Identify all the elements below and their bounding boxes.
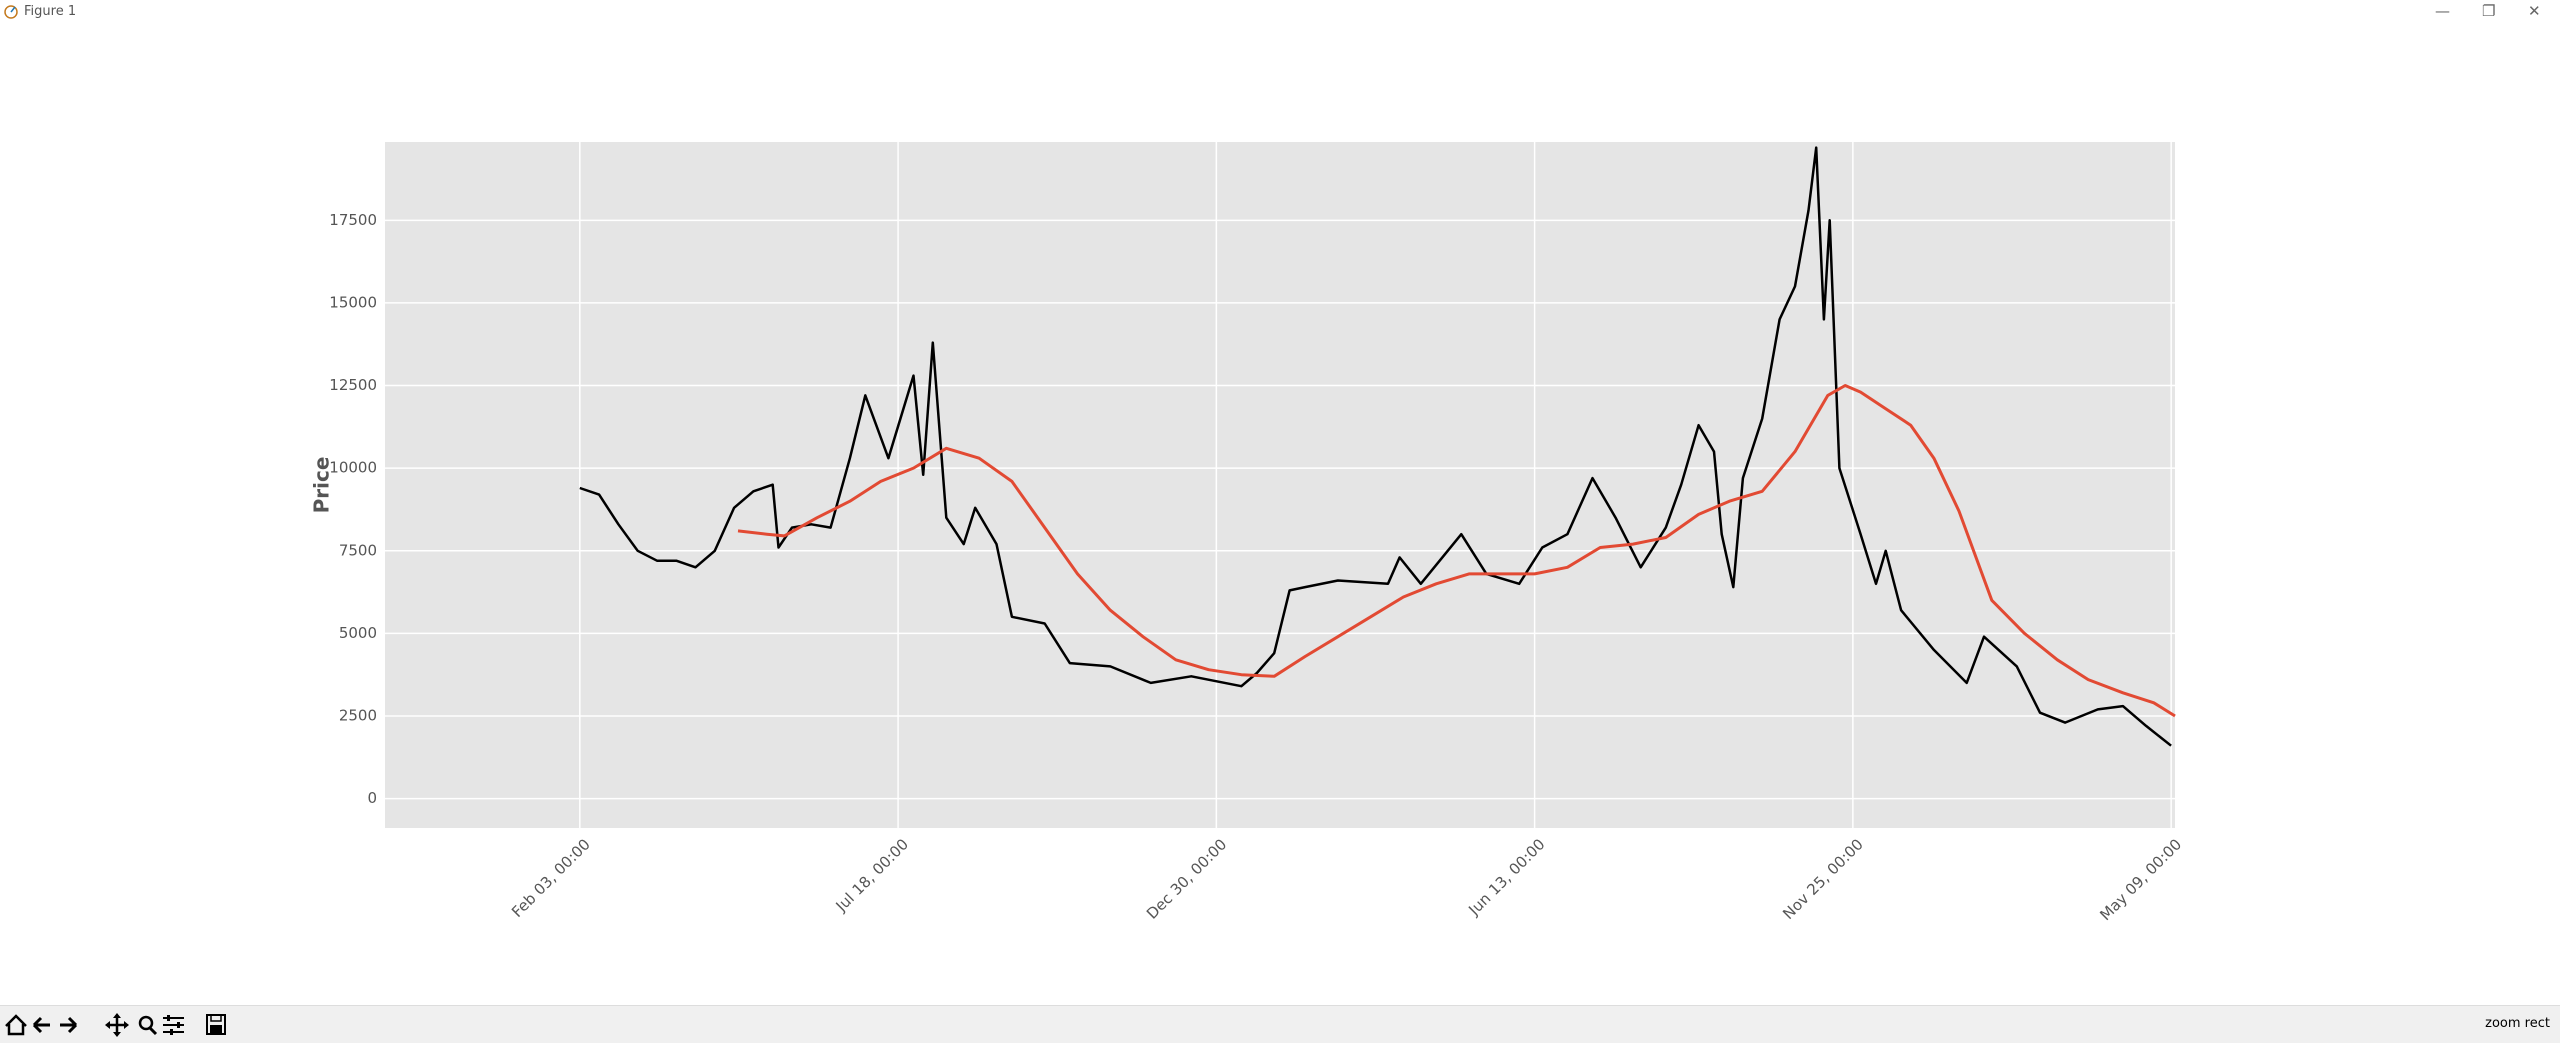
x-tick-label: Jul 18, 00:00 (832, 835, 912, 915)
series-line (737, 384, 2176, 718)
app-icon (4, 5, 18, 19)
save-button[interactable] (206, 1014, 226, 1035)
y-tick-label: 10000 (329, 459, 377, 477)
y-tick-label: 17500 (329, 211, 377, 229)
y-axis-label: Price (310, 457, 334, 514)
title-bar: Figure 1 — ❐ ✕ (0, 0, 2560, 24)
x-tick-label: May 09, 00:00 (2096, 835, 2185, 924)
x-tick-label: Jun 13, 00:00 (1464, 835, 1548, 919)
y-tick-label: 12500 (329, 376, 377, 394)
toolbar-icons (5, 1013, 226, 1037)
y-tick-label: 5000 (339, 624, 377, 642)
y-tick-label: 7500 (339, 541, 377, 559)
configure-button[interactable] (163, 1015, 184, 1035)
window-title: Figure 1 (24, 4, 77, 19)
restore-button[interactable]: ❐ (2482, 2, 2496, 20)
toolbar: zoom rect (0, 1005, 2560, 1043)
minimize-button[interactable]: — (2435, 2, 2450, 20)
x-tick-label: Nov 25, 00:00 (1779, 835, 1867, 923)
close-button[interactable]: ✕ (2528, 2, 2541, 20)
back-button[interactable] (32, 1016, 50, 1034)
pan-button[interactable] (105, 1013, 129, 1037)
figure: 0 2500 5000 7500 10000 12500 15000 17500 Feb 03,… (310, 142, 2185, 924)
forward-button[interactable] (60, 1016, 78, 1034)
y-tick-label: 15000 (329, 293, 377, 311)
y-tick-label: 2500 (339, 706, 377, 724)
home-button[interactable] (5, 1014, 27, 1036)
x-tick-label: Dec 30, 00:00 (1143, 835, 1230, 922)
x-tick-label: Feb 03, 00:00 (508, 835, 594, 921)
status-text: zoom rect (2485, 1016, 2550, 1031)
zoom-button[interactable] (138, 1015, 158, 1036)
y-tick-label: 0 (367, 789, 377, 807)
plot-area (385, 142, 2175, 828)
